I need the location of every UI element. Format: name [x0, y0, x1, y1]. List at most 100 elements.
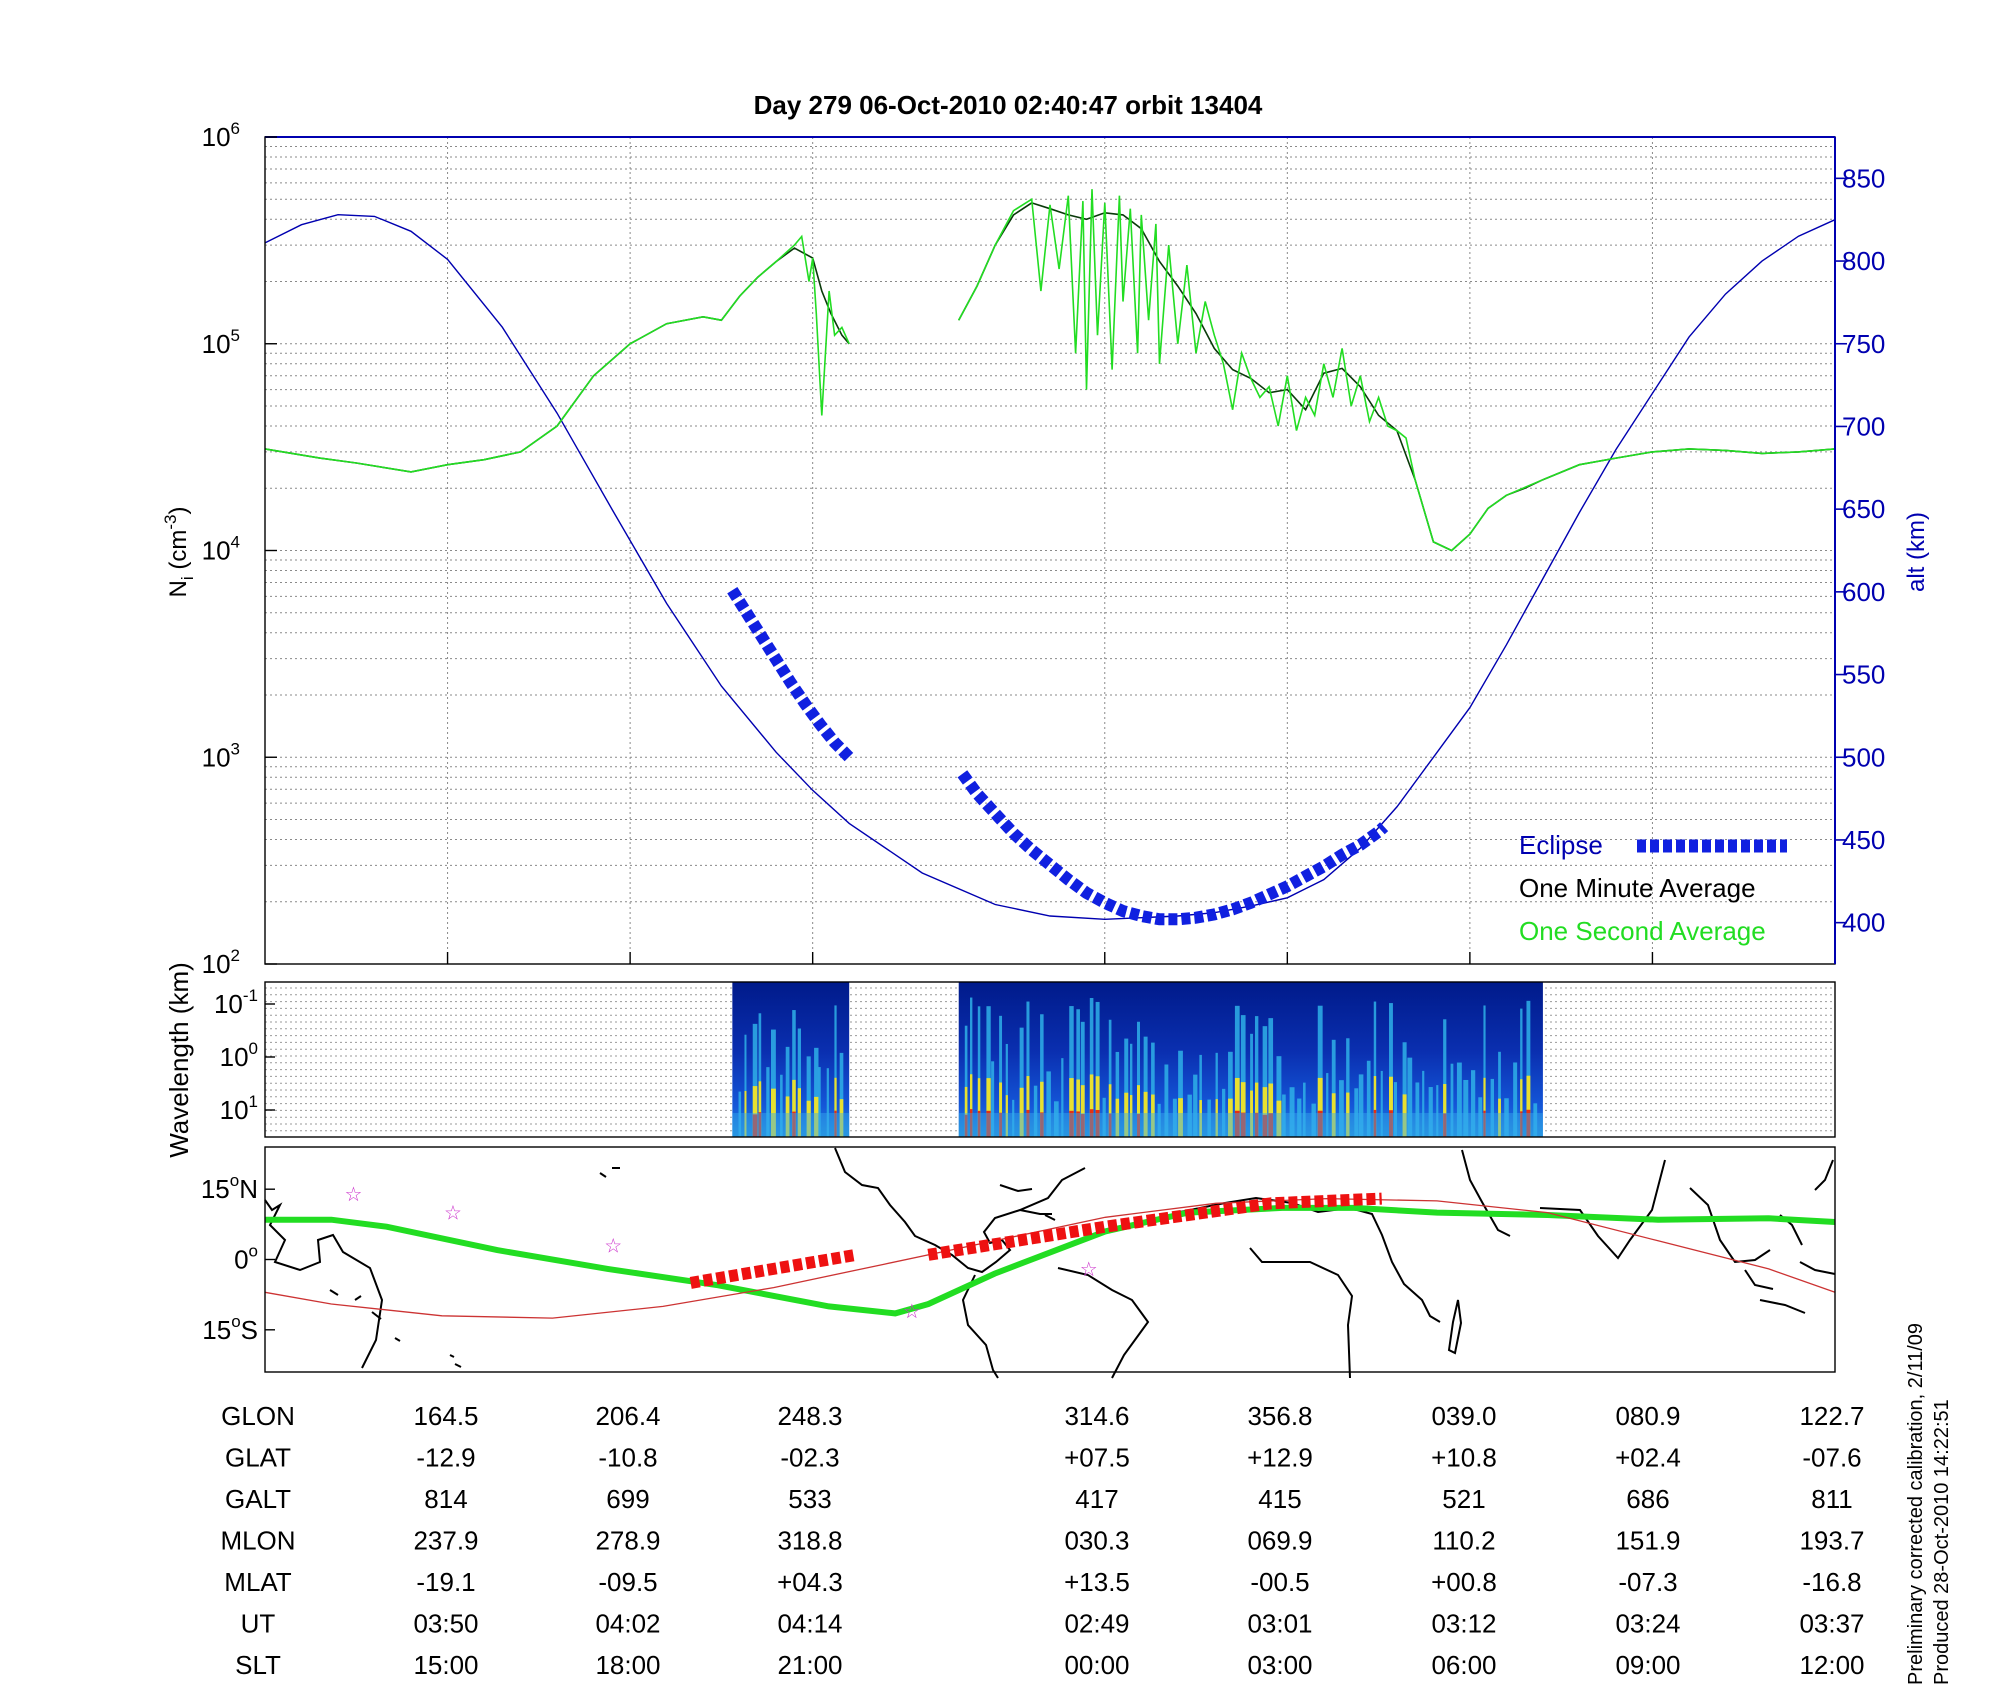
spectrogram-streak	[839, 1052, 844, 1137]
spectrogram-streak	[1276, 1056, 1282, 1137]
spectrogram-streak	[1061, 1058, 1064, 1137]
spectrogram-streak-hot	[785, 1096, 790, 1137]
one-second-average-line	[264, 234, 850, 473]
table-cell: -10.8	[598, 1443, 657, 1473]
spectrogram-streak	[1393, 1082, 1398, 1137]
spectrogram-streak	[1069, 1006, 1074, 1137]
table-cell: 521	[1442, 1484, 1485, 1514]
altitude-tick-label: 850	[1842, 163, 1885, 193]
table-cell: 318.8	[777, 1526, 842, 1556]
spectrogram-streak-peak	[1262, 1114, 1268, 1137]
spectrogram-streak-peak	[1268, 1113, 1274, 1137]
spectrogram-ticks: 10-1 100 101	[214, 986, 275, 1125]
coastline-southeast-asia	[1689, 1159, 1836, 1314]
table-cell: 069.9	[1247, 1526, 1312, 1556]
spectrogram-streak	[977, 1006, 981, 1137]
legend-one-minute-label: One Minute Average	[1519, 873, 1756, 903]
table-cell: -00.5	[1250, 1567, 1309, 1597]
spectrogram-streak-hot	[1080, 1085, 1085, 1137]
spectrogram-streak	[1137, 1021, 1140, 1137]
latitude-tick-label: 15oN	[201, 1171, 258, 1204]
map-panel: ☆ ☆ ☆ ☆ ☆ 15oN 0o 15oS	[201, 1146, 1836, 1379]
table-cell: 030.3	[1064, 1526, 1129, 1556]
spectrogram-streak	[1222, 1088, 1226, 1137]
magnetic-equator-line	[264, 1197, 1836, 1319]
table-cell: 122.7	[1799, 1401, 1864, 1431]
spectrogram-streak-hot	[1108, 1084, 1112, 1137]
spectrogram-streak-hot	[1076, 1079, 1080, 1137]
spectrogram-streak	[1240, 1015, 1246, 1137]
table-cell: 164.5	[413, 1401, 478, 1431]
table-cell: +00.8	[1431, 1567, 1497, 1597]
spectrogram-streak	[1089, 998, 1094, 1137]
spectrogram-streak	[1498, 1051, 1501, 1137]
chart-title: Day 279 06-Oct-2010 02:40:47 orbit 13404	[754, 90, 1263, 120]
spectrogram-streak	[744, 1034, 747, 1137]
spectrogram-streak	[1346, 1038, 1350, 1137]
spectrogram-streak	[991, 1061, 995, 1137]
spectrogram-streak	[826, 1068, 829, 1137]
spectrogram-streak	[1331, 1039, 1336, 1137]
table-cell: 278.9	[595, 1526, 660, 1556]
spectrogram-streak-hot	[1254, 1082, 1259, 1137]
coastline-caribbean	[999, 1184, 1056, 1221]
spectrogram-streak	[818, 1067, 821, 1137]
eclipse-track-segment	[927, 1192, 1382, 1261]
table-row-label: GLAT	[225, 1443, 291, 1473]
ground-station-star: ☆	[903, 1301, 921, 1323]
spectrogram-streak-peak	[986, 1110, 991, 1137]
ground-station-star: ☆	[444, 1203, 462, 1225]
table-cell: -19.1	[416, 1567, 475, 1597]
spectrogram-streak	[1354, 1088, 1359, 1137]
spectrogram-streak-hot	[1276, 1100, 1282, 1137]
table-row-label: GLON	[221, 1401, 295, 1431]
spectrogram-streak	[1533, 1103, 1538, 1137]
spectrogram-streak-hot	[1228, 1098, 1233, 1137]
spectrogram-streak-hot	[1124, 1092, 1129, 1137]
spectrogram-streak	[738, 1091, 742, 1137]
spectrogram-streak-hot	[1389, 1076, 1393, 1137]
altitude-line	[264, 213, 1836, 921]
produced-note: Produced 28-Oct-2010 14:22:51	[1931, 1399, 1953, 1685]
altitude-tick-label: 400	[1842, 908, 1885, 938]
spectrogram-streak	[1373, 1001, 1377, 1137]
spectrogram-streak-peak	[1389, 1110, 1393, 1137]
table-cell: +04.3	[777, 1567, 843, 1597]
spectrogram-streak	[1178, 1050, 1183, 1137]
table-cell: -09.5	[598, 1567, 657, 1597]
wavelength-axis-label: Wavelength (km)	[164, 962, 194, 1158]
table-cell: 03:00	[1247, 1650, 1312, 1680]
spectrogram-streak-hot	[1199, 1100, 1202, 1137]
spectrogram-streak	[1164, 1064, 1169, 1137]
spectrogram-streak	[1463, 1079, 1469, 1137]
wavelength-tick-label: 101	[220, 1092, 258, 1125]
spectrogram-streak	[1234, 1005, 1240, 1137]
spectrogram-streak	[1026, 1001, 1030, 1137]
spectrogram-streak-hot	[1268, 1083, 1274, 1137]
table-cell: -07.6	[1802, 1443, 1861, 1473]
table-row-label: SLT	[235, 1650, 281, 1680]
table-cell: 110.2	[1432, 1526, 1495, 1556]
table-cell: 151.9	[1615, 1526, 1680, 1556]
spectrogram-streak-hot	[1331, 1093, 1336, 1137]
spectrogram-streak-hot	[1346, 1092, 1350, 1137]
spectrogram-streak-peak	[1526, 1109, 1531, 1137]
table-cell: +07.5	[1064, 1443, 1130, 1473]
spectrogram-streak-hot	[744, 1090, 747, 1137]
spectrogram-streak	[1040, 1014, 1044, 1137]
table-cell: 248.3	[777, 1401, 842, 1431]
spectrogram-streak	[814, 1047, 819, 1137]
spectrogram-streak-hot	[986, 1078, 991, 1137]
ground-station-star: ☆	[344, 1184, 362, 1206]
table-cell: 686	[1626, 1484, 1669, 1514]
table-cell: +13.5	[1064, 1567, 1130, 1597]
spectrogram-baseline	[958, 1113, 1543, 1137]
spectrogram-streak-hot	[1262, 1087, 1268, 1137]
spectrogram-streak	[770, 1029, 776, 1137]
spectrogram-streak-peak	[999, 1112, 1003, 1137]
table-row-label: GALT	[225, 1484, 291, 1514]
spectrogram-streak	[1380, 1070, 1383, 1137]
spectrogram-streak	[1366, 1060, 1371, 1137]
spectrogram-streak-hot	[1040, 1081, 1044, 1137]
